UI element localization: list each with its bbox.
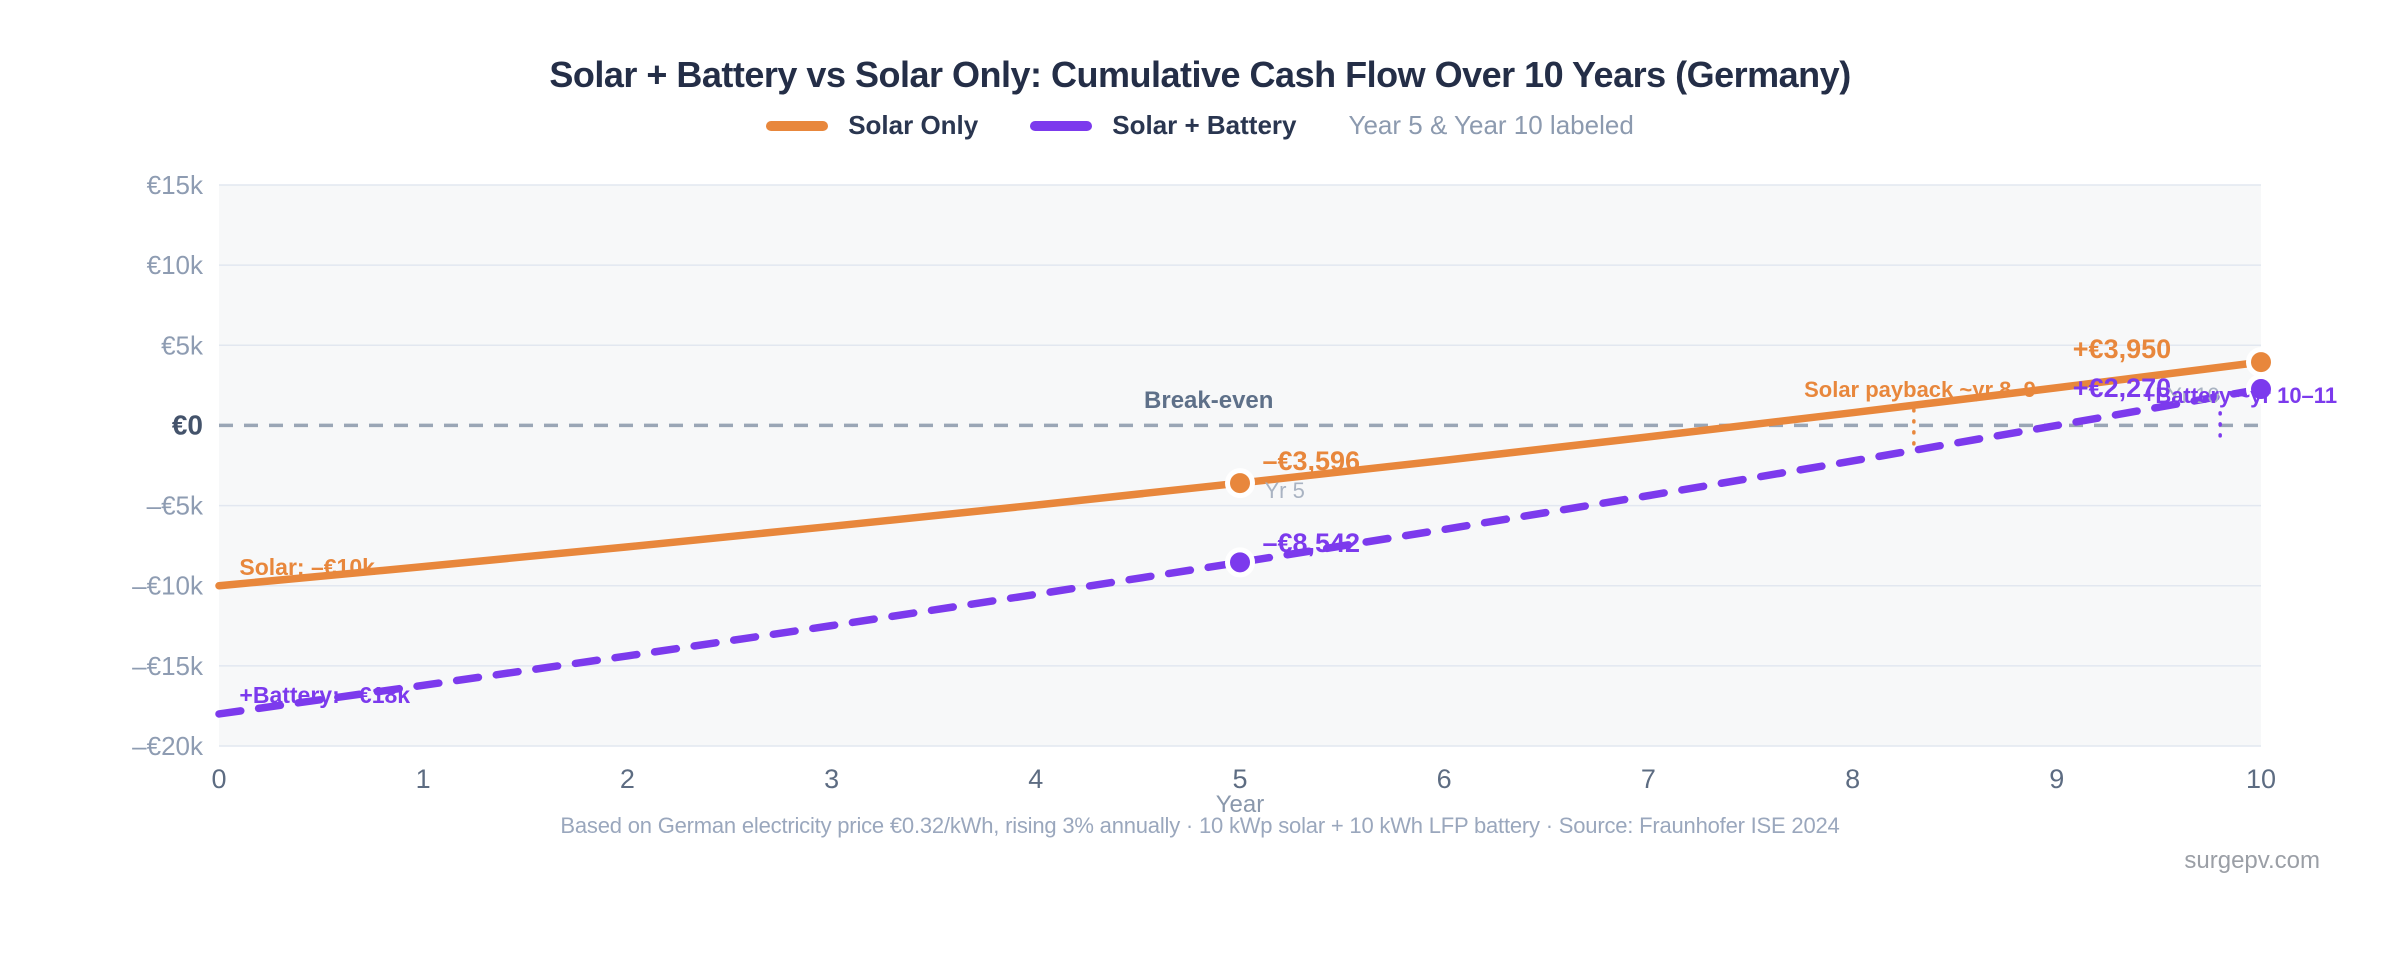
solar-yr5-tick: Yr 5 bbox=[1265, 478, 1305, 503]
solar-battery-line bbox=[215, 385, 2265, 718]
x-axis-title: Year bbox=[1216, 791, 1265, 818]
break-even-label: Break-even bbox=[1144, 387, 1273, 414]
y-tick-label: €10k bbox=[147, 250, 204, 280]
legend-swatch-solar-battery-icon bbox=[1030, 120, 1093, 131]
x-tick-label: 4 bbox=[1028, 764, 1043, 794]
y-tick-label: –€20k bbox=[132, 731, 204, 761]
legend-swatch-solar-only-icon bbox=[766, 120, 829, 131]
legend-note: Year 5 & Year 10 labeled bbox=[1348, 110, 1634, 140]
solar-yr10-value: +€3,950 bbox=[2073, 334, 2171, 364]
battery-start-label: +Battery: –€18k bbox=[239, 682, 410, 708]
y-tick-label: €15k bbox=[147, 170, 204, 200]
x-tick-label: 6 bbox=[1437, 764, 1452, 794]
y-tick-label: –€10k bbox=[132, 571, 204, 601]
battery-yr5-value: –€8,542 bbox=[1262, 528, 1360, 558]
legend-item-solar-only: Solar Only bbox=[766, 110, 978, 141]
footnote: Based on German electricity price €0.32/… bbox=[560, 813, 1840, 838]
battery-payback-label: +Battery ~yr 10–11 bbox=[2143, 383, 2338, 408]
x-tick-label: 9 bbox=[2049, 764, 2064, 794]
x-tick-label: 5 bbox=[1232, 764, 1247, 794]
y-tick-label: €5k bbox=[161, 330, 204, 360]
legend: Solar Only Solar + Battery Year 5 & Year… bbox=[0, 110, 2400, 141]
y-tick-label: –€15k bbox=[132, 651, 204, 681]
watermark: surgepv.com bbox=[2184, 847, 2320, 874]
solar-payback-label: Solar payback ~yr 8–9 bbox=[1804, 377, 2036, 402]
x-tick-label: 2 bbox=[620, 764, 635, 794]
x-tick-label: 10 bbox=[2246, 764, 2276, 794]
solar-yr5-value: –€3,596 bbox=[1262, 446, 1360, 476]
solar-battery-point-yr10 bbox=[2246, 374, 2276, 405]
x-tick-label: 0 bbox=[211, 764, 226, 794]
solar-yr10-tick: Yr 10 bbox=[2167, 383, 2220, 408]
legend-label-solar-battery: Solar + Battery bbox=[1112, 110, 1297, 140]
y-tick-label: –€5k bbox=[147, 491, 204, 521]
solar-only-point-yr10 bbox=[2246, 347, 2276, 378]
battery-yr10-value: +€2,270 bbox=[2073, 373, 2171, 403]
y-tick-label: €0 bbox=[172, 409, 203, 440]
x-tick-label: 8 bbox=[1845, 764, 1860, 794]
plot-background bbox=[219, 185, 2261, 746]
legend-item-solar-battery: Solar + Battery bbox=[1030, 110, 1297, 141]
legend-label-solar-only: Solar Only bbox=[848, 110, 979, 140]
solar-only-point-yr5 bbox=[1225, 468, 1255, 499]
x-tick-label: 3 bbox=[824, 764, 839, 794]
x-tick-label: 7 bbox=[1641, 764, 1656, 794]
solar-start-label: Solar: –€10k bbox=[239, 554, 375, 580]
solar-battery-point-yr5 bbox=[1225, 547, 1255, 578]
chart-title: Solar + Battery vs Solar Only: Cumulativ… bbox=[549, 54, 1851, 95]
x-tick-label: 1 bbox=[416, 764, 431, 794]
